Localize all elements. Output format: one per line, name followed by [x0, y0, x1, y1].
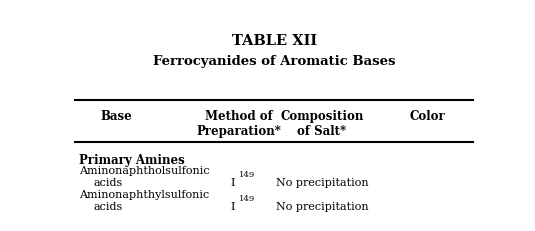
Text: No precipitation: No precipitation	[276, 178, 368, 188]
Text: No precipitation: No precipitation	[276, 202, 368, 212]
Text: I: I	[230, 178, 235, 188]
Text: acids: acids	[94, 202, 123, 212]
Text: Primary Amines: Primary Amines	[79, 154, 185, 167]
Text: 149: 149	[239, 171, 255, 179]
Text: I: I	[230, 202, 235, 212]
Text: Base: Base	[101, 110, 133, 123]
Text: Aminonaphtholsulfonic: Aminonaphtholsulfonic	[79, 166, 210, 176]
Text: Ferrocyanides of Aromatic Bases: Ferrocyanides of Aromatic Bases	[153, 55, 395, 68]
Text: 149: 149	[239, 195, 255, 203]
Text: acids: acids	[94, 178, 123, 188]
Text: Color: Color	[410, 110, 446, 123]
Text: Method of
Preparation*: Method of Preparation*	[196, 110, 281, 138]
Text: Aminonaphthylsulfonic: Aminonaphthylsulfonic	[79, 190, 210, 200]
Text: TABLE XII: TABLE XII	[232, 34, 317, 48]
Text: Composition
of Salt*: Composition of Salt*	[280, 110, 364, 138]
